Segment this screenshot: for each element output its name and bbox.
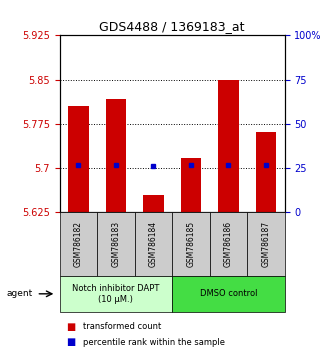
- Text: ■: ■: [66, 337, 75, 347]
- Text: transformed count: transformed count: [83, 322, 161, 331]
- Text: GSM786183: GSM786183: [111, 221, 120, 267]
- Text: GSM786187: GSM786187: [261, 221, 270, 267]
- Title: GDS4488 / 1369183_at: GDS4488 / 1369183_at: [99, 20, 245, 33]
- Text: DMSO control: DMSO control: [200, 289, 257, 298]
- Bar: [143, 195, 164, 212]
- Bar: [218, 80, 239, 212]
- Bar: [256, 132, 276, 212]
- Text: ■: ■: [66, 322, 75, 332]
- Text: GSM786186: GSM786186: [224, 221, 233, 267]
- Text: agent: agent: [7, 289, 33, 298]
- Text: GSM786184: GSM786184: [149, 221, 158, 267]
- Text: Notch inhibitor DAPT
(10 μM.): Notch inhibitor DAPT (10 μM.): [72, 284, 160, 303]
- Text: GSM786182: GSM786182: [74, 221, 83, 267]
- Text: percentile rank within the sample: percentile rank within the sample: [83, 338, 225, 347]
- Bar: [181, 158, 201, 212]
- Bar: [68, 105, 89, 212]
- Bar: [106, 99, 126, 212]
- Text: GSM786185: GSM786185: [186, 221, 195, 267]
